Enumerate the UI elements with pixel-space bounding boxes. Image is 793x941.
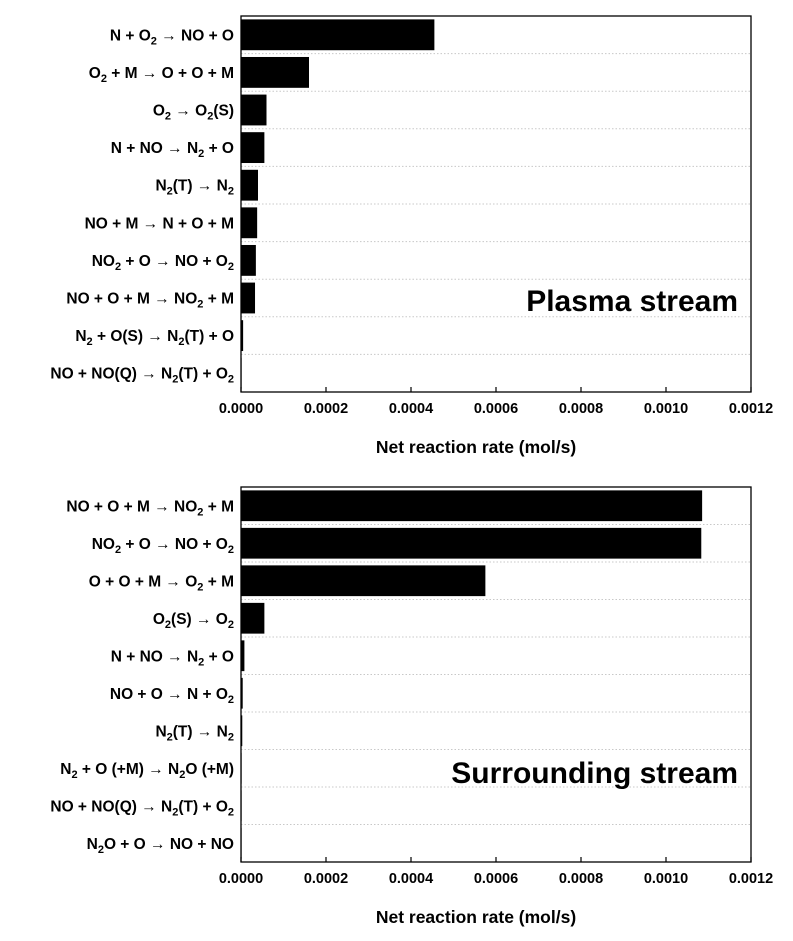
x-tick-label: 0.0006 bbox=[474, 871, 518, 887]
x-tick-label: 0.0006 bbox=[474, 401, 518, 417]
x-tick-label: 0.0004 bbox=[389, 401, 433, 417]
bar bbox=[241, 527, 702, 559]
category-label: NO + NO(Q) → N2(T) + O2 bbox=[50, 366, 234, 386]
plot-frame bbox=[240, 15, 752, 393]
category-label: N2(T) → N2 bbox=[155, 178, 234, 198]
category-label: O + O + M → O2 + M bbox=[89, 573, 234, 593]
bar bbox=[241, 169, 258, 201]
bar bbox=[241, 677, 243, 709]
bar bbox=[241, 94, 267, 126]
bar bbox=[241, 640, 245, 672]
chart-panel-1: N + O2 → NO + O O2 + M → O + O + M O2 → O2… bbox=[50, 15, 773, 457]
x-tick-label: 0.0004 bbox=[389, 871, 433, 887]
bar bbox=[241, 602, 265, 634]
category-label: NO + M → N + O + M bbox=[85, 215, 234, 232]
category-label: NO + NO(Q) → N2(T) + O2 bbox=[50, 798, 234, 818]
category-label: N + O2 → NO + O bbox=[110, 27, 234, 47]
category-label: O2(S) → O2 bbox=[153, 611, 234, 631]
bar bbox=[241, 244, 256, 276]
category-label: O2 → O2(S) bbox=[153, 103, 234, 123]
x-tick-label: 0.0000 bbox=[219, 871, 263, 887]
category-label: NO2 + O → NO + O2 bbox=[92, 536, 234, 556]
category-label: NO + O → N + O2 bbox=[110, 686, 234, 706]
bar bbox=[241, 320, 244, 352]
bar bbox=[241, 565, 486, 597]
chart-panel-2: NO + O + M → NO2 + M NO2 + O → NO + O2 O +… bbox=[50, 486, 773, 927]
category-label: NO + O + M → NO2 + M bbox=[66, 291, 234, 311]
stream-annotation: Surrounding stream bbox=[451, 757, 738, 790]
category-label: N2O + O → NO + NO bbox=[87, 836, 234, 856]
bar bbox=[241, 56, 309, 88]
bar bbox=[241, 207, 258, 239]
category-label: NO + O + M → NO2 + M bbox=[66, 498, 234, 518]
category-label: O2 + M → O + O + M bbox=[89, 65, 234, 85]
x-tick-label: 0.0012 bbox=[729, 871, 773, 887]
stream-annotation: Plasma stream bbox=[526, 285, 738, 318]
x-axis-label: Net reaction rate (mol/s) bbox=[376, 437, 576, 457]
bar bbox=[241, 132, 265, 164]
category-label: N + NO → N2 + O bbox=[111, 648, 234, 668]
x-tick-label: 0.0012 bbox=[729, 401, 773, 417]
bar bbox=[241, 19, 435, 51]
x-tick-label: 0.0002 bbox=[304, 401, 348, 417]
x-tick-label: 0.0008 bbox=[559, 401, 603, 417]
x-tick-label: 0.0010 bbox=[644, 401, 688, 417]
category-label: N2(T) → N2 bbox=[155, 723, 234, 743]
category-label: N + NO → N2 + O bbox=[111, 140, 234, 160]
x-tick-label: 0.0010 bbox=[644, 871, 688, 887]
x-tick-label: 0.0002 bbox=[304, 871, 348, 887]
x-tick-label: 0.0000 bbox=[219, 401, 263, 417]
category-label: N2 + O (+M) → N2O (+M) bbox=[60, 761, 234, 781]
bar bbox=[241, 490, 703, 522]
bar bbox=[241, 282, 256, 314]
x-tick-label: 0.0008 bbox=[559, 871, 603, 887]
category-label: NO2 + O → NO + O2 bbox=[92, 253, 234, 273]
category-label: N2 + O(S) → N2(T) + O bbox=[75, 328, 234, 348]
x-axis-label: Net reaction rate (mol/s) bbox=[376, 907, 576, 927]
